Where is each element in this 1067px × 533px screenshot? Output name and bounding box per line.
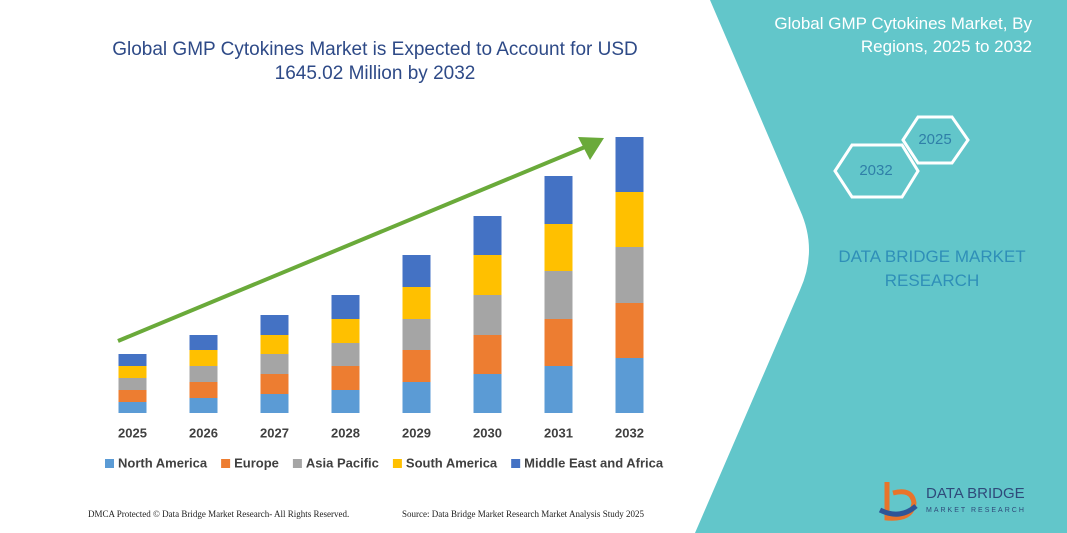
bar-segment (544, 366, 573, 413)
trend-arrow (117, 145, 586, 343)
logo-tagline: MARKET RESEARCH (926, 507, 1026, 514)
bar-segment (118, 378, 147, 390)
bar-segment (615, 303, 644, 358)
footer-right: Source: Data Bridge Market Research Mark… (402, 509, 644, 519)
bar-segment (189, 398, 218, 413)
legend-swatch (292, 459, 302, 468)
bar-segment (331, 295, 360, 319)
bar-segment (260, 394, 289, 413)
legend-swatch (105, 459, 114, 468)
panel-brand: DATA BRIDGE MARKET RESEARCH (838, 247, 1026, 290)
x-tick-label: 2026 (189, 425, 218, 440)
bar-segment (615, 137, 644, 192)
footer-left: DMCA Protected © Data Bridge Market Rese… (88, 509, 350, 519)
legend-swatch (221, 459, 231, 468)
x-tick-label: 2030 (473, 425, 502, 440)
x-tick-label: 2027 (260, 425, 289, 440)
logo-icon (878, 482, 918, 521)
bar-segment (189, 335, 218, 350)
bar-segment (331, 343, 360, 366)
bar-segment (260, 315, 289, 335)
x-tick-label: 2025 (118, 425, 147, 440)
bar-segment (402, 255, 431, 287)
bar-segment (544, 319, 573, 366)
trend-arrowhead (578, 137, 604, 160)
logo-mark (884, 482, 917, 521)
logo-name: DATA BRIDGE (926, 485, 1025, 502)
hexagon-label: 2032 (859, 162, 892, 179)
chart-title: Global GMP Cytokines Market is Expected … (112, 39, 638, 84)
x-tick-label: 2028 (331, 425, 360, 440)
bar-segment (260, 354, 289, 374)
bar-segment (615, 247, 644, 303)
bar-segment (189, 350, 218, 366)
bar-segment (260, 374, 289, 394)
bar-segment (544, 224, 573, 271)
bar-segment (615, 358, 644, 413)
legend-label: Middle East and Africa (524, 455, 664, 470)
hexagon (833, 143, 920, 199)
bar-segment (544, 176, 573, 224)
legend-label: Asia Pacific (306, 455, 379, 470)
bar-segment (615, 192, 644, 247)
bar-segment (473, 255, 502, 295)
hexagon (901, 115, 970, 165)
legend-swatch (511, 459, 521, 468)
legend-label: South America (406, 455, 498, 470)
bar-segment (331, 319, 360, 343)
bar-segment (544, 271, 573, 319)
bar-segment (473, 335, 502, 374)
bar-segment (118, 402, 147, 413)
legend-swatch (392, 459, 402, 468)
logo-mark (878, 504, 918, 517)
x-tick-label: 2029 (402, 425, 431, 440)
bar-segment (402, 319, 431, 350)
hexagon-label: 2025 (918, 131, 951, 148)
bar-segment (260, 335, 289, 354)
bar-segment (331, 366, 360, 390)
legend-label: North America (118, 455, 208, 470)
hexagons (833, 115, 970, 199)
x-tick-label: 2032 (615, 425, 644, 440)
bar-segment (402, 382, 431, 413)
panel-title: Global GMP Cytokines Market, By Regions,… (774, 14, 1032, 56)
side-panel (695, 0, 1067, 533)
bar-segment (473, 216, 502, 255)
bar-segment (118, 366, 147, 378)
bar-segment (118, 354, 147, 366)
bar-segment (189, 382, 218, 398)
bar-segment (331, 390, 360, 413)
bar-segment (402, 287, 431, 319)
bar-segment (189, 366, 218, 382)
legend-label: Europe (234, 455, 279, 470)
x-tick-label: 2031 (544, 425, 573, 440)
bar-segment (473, 374, 502, 413)
bar-segment (473, 295, 502, 335)
bar-segment (402, 350, 431, 382)
bar-segment (118, 390, 147, 402)
